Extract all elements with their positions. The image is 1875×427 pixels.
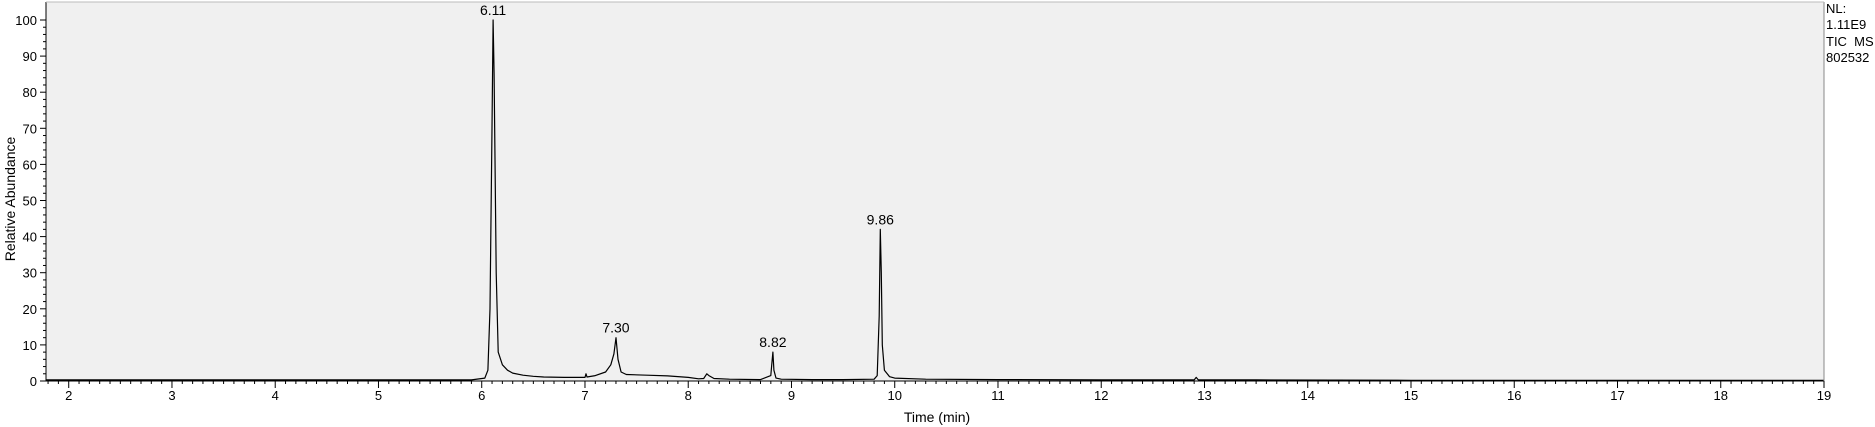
plot-area	[46, 2, 1824, 381]
series-group	[46, 19, 1824, 381]
y-tick-label: 90	[23, 49, 37, 64]
x-tick-label: 19	[1817, 388, 1831, 403]
peak-label: 7.30	[602, 320, 629, 336]
x-tick-label: 6	[478, 388, 485, 403]
info-line: 1.11E9	[1826, 17, 1866, 32]
y-tick-label: 50	[23, 194, 37, 209]
x-tick-label: 2	[65, 388, 72, 403]
info-line: TIC MS	[1826, 34, 1874, 49]
x-tick-label: 12	[1094, 388, 1108, 403]
x-tick-label: 16	[1507, 388, 1521, 403]
y-tick-label: 20	[23, 302, 37, 317]
y-tick-label: 100	[15, 13, 37, 28]
peak-label: 8.82	[759, 334, 786, 350]
x-tick-label: 9	[788, 388, 795, 403]
y-tick-label: 80	[23, 85, 37, 100]
y-tick-label: 10	[23, 338, 37, 353]
peak-labels: 6.11 7.30 8.82 9.86	[480, 2, 894, 350]
info-line: NL:	[1826, 1, 1846, 16]
x-tick-label: 7	[581, 388, 588, 403]
y-tick-label: 70	[23, 121, 37, 136]
x-axis-title: Time (min)	[904, 409, 970, 425]
axis-ticks: 2 3 4 5 6 7 8 9 10 11 12 13 14 15 16 17 18 19 0 10 20 30 40 50 6…	[15, 13, 1831, 403]
peak-label: 6.11	[480, 2, 506, 18]
x-tick-label: 13	[1197, 388, 1211, 403]
info-block: NL: 1.11E9 TIC MS 802532	[1826, 1, 1874, 65]
x-tick-label: 18	[1714, 388, 1728, 403]
y-axis-title: Relative Abundance	[2, 137, 18, 262]
x-tick-label: 10	[887, 388, 901, 403]
x-tick-label: 4	[272, 388, 279, 403]
x-tick-label: 8	[685, 388, 692, 403]
series-line	[46, 19, 1824, 381]
y-tick-label: 0	[30, 374, 37, 389]
x-tick-label: 5	[375, 388, 382, 403]
x-tick-label: 14	[1301, 388, 1315, 403]
x-tick-label: 17	[1610, 388, 1624, 403]
x-tick-label: 3	[168, 388, 175, 403]
peak-label: 9.86	[867, 211, 894, 227]
y-tick-label: 30	[23, 266, 37, 281]
x-tick-label: 11	[991, 388, 1005, 403]
y-tick-label: 60	[23, 157, 37, 172]
y-tick-label: 40	[23, 230, 37, 245]
x-tick-label: 15	[1404, 388, 1418, 403]
info-line: 802532	[1826, 50, 1869, 65]
